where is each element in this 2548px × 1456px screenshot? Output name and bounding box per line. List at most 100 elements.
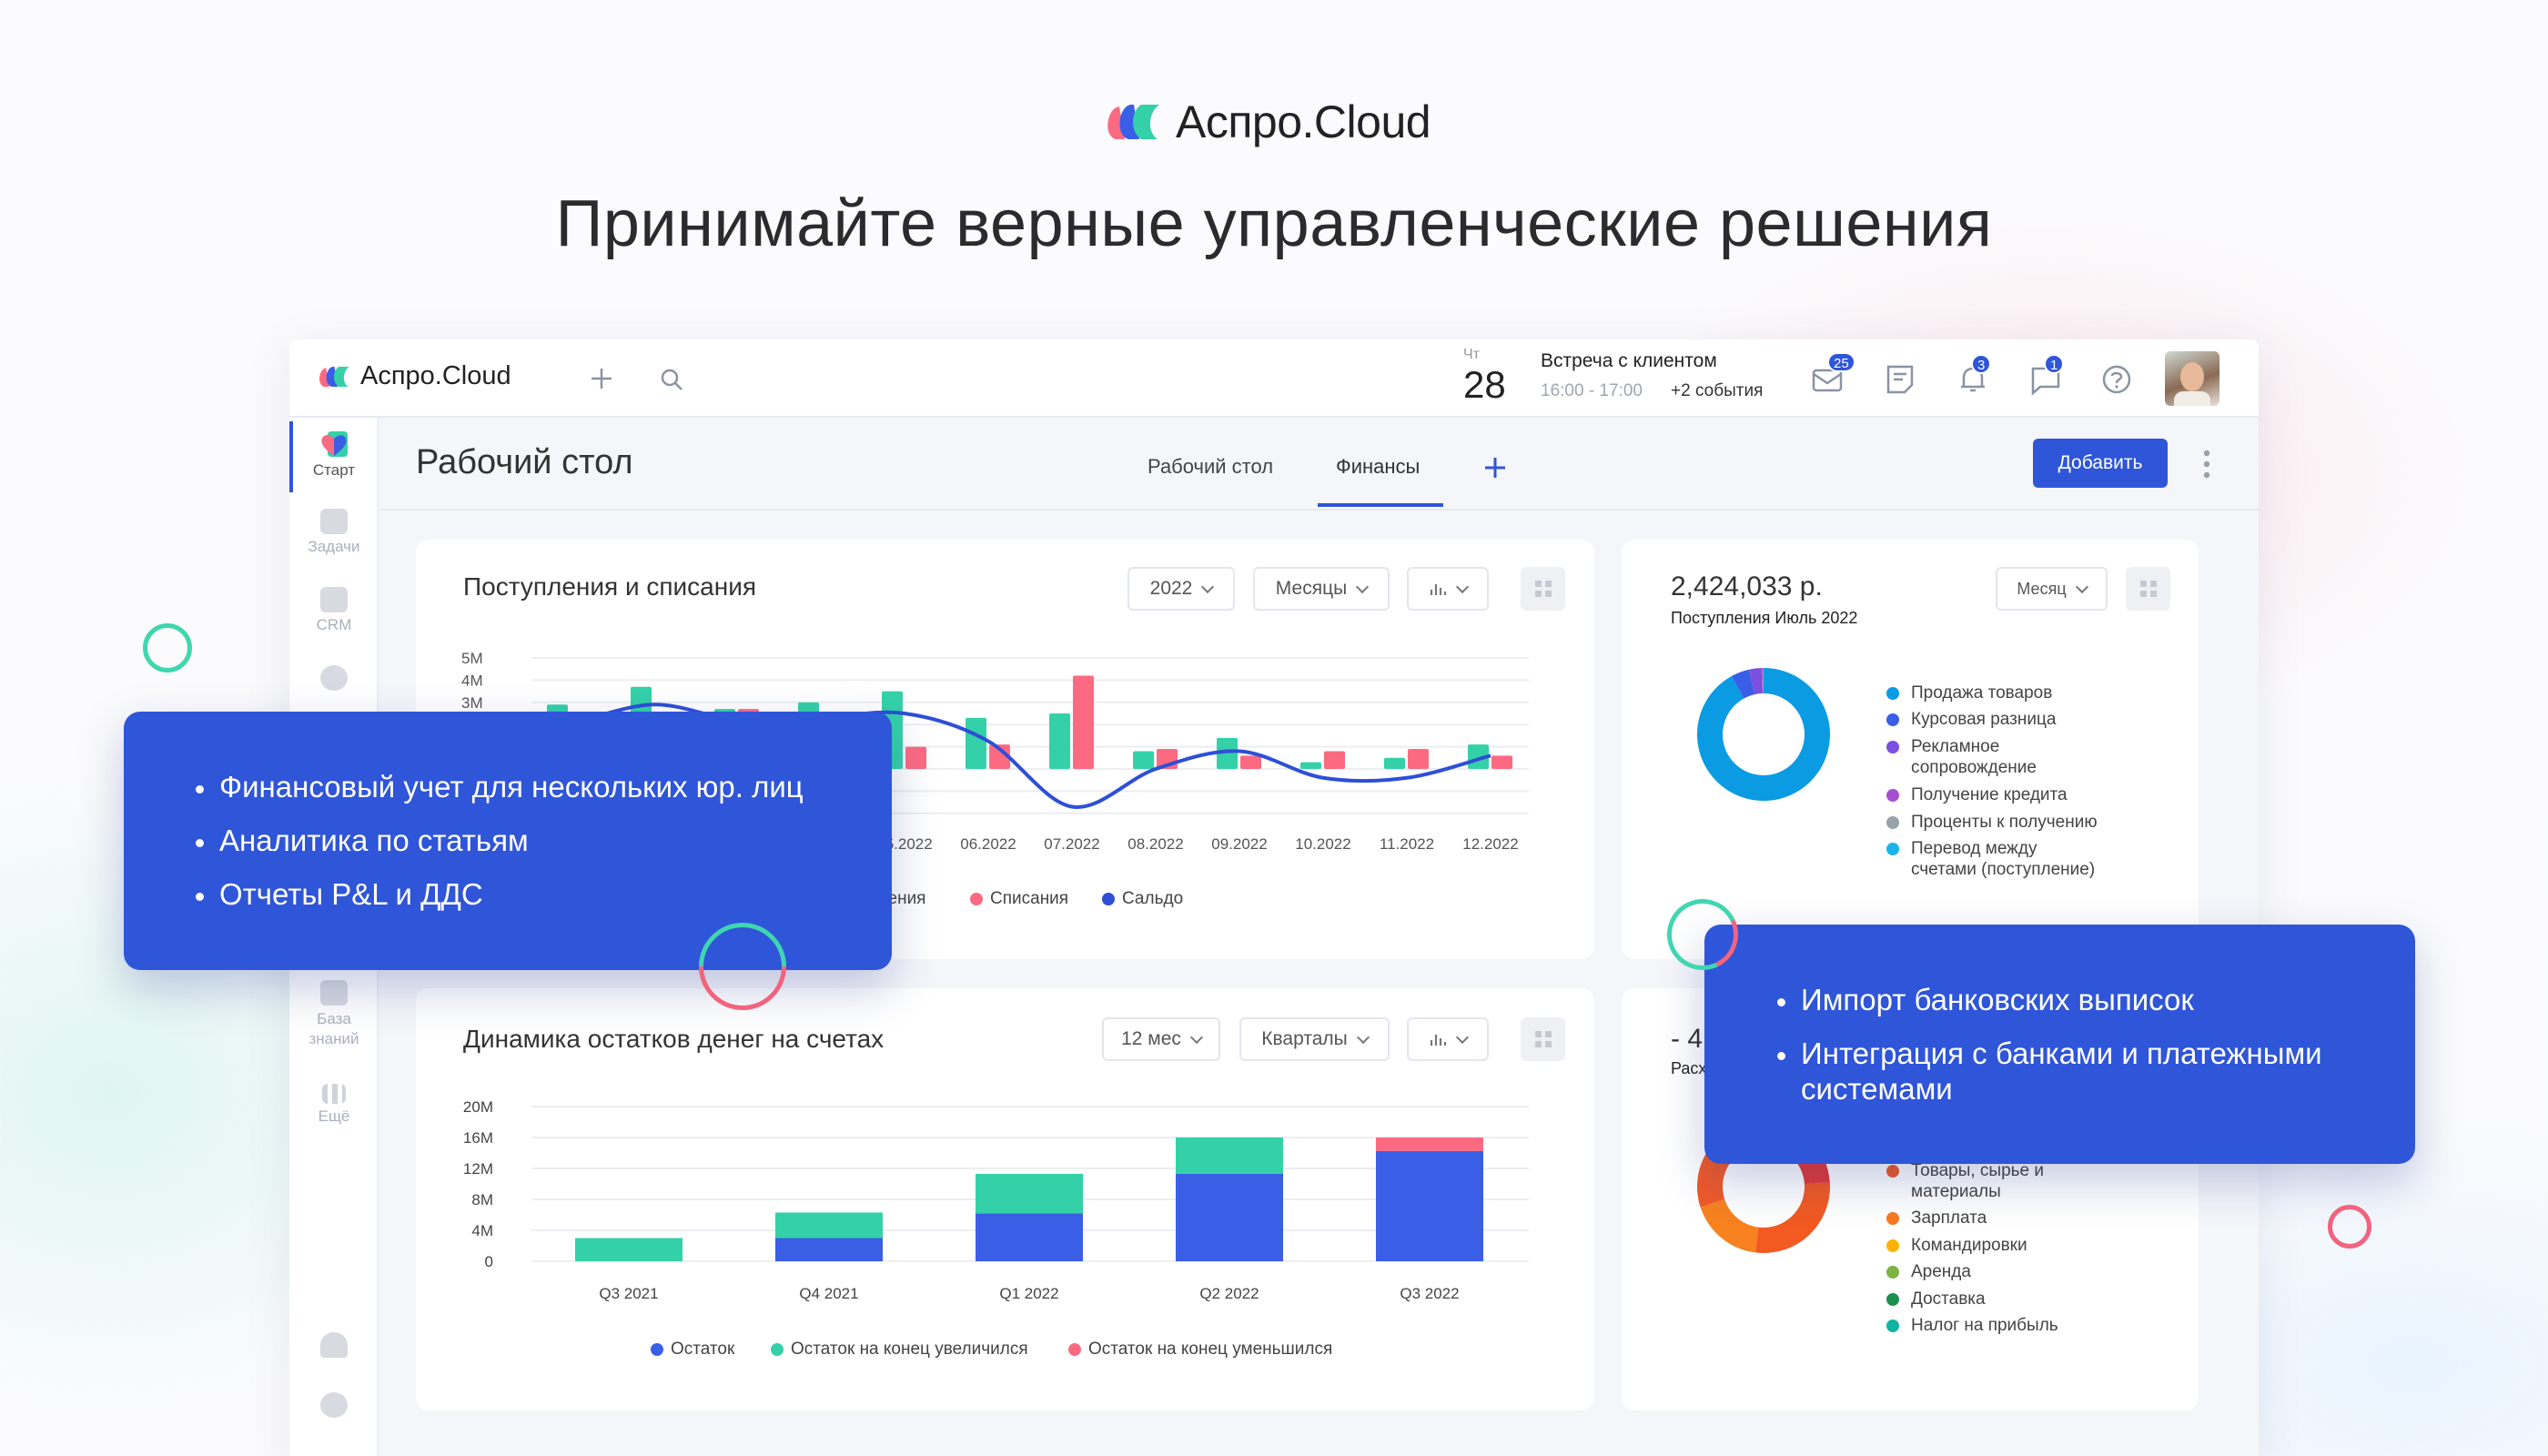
event-title[interactable]: Встреча с клиентом <box>1541 350 1717 371</box>
y-tick-label: 8M <box>471 1191 493 1208</box>
stacked-bar-segment <box>1176 1138 1283 1174</box>
mail-button[interactable]: 25 <box>1811 352 1855 396</box>
chart-type-select[interactable] <box>1407 1017 1489 1061</box>
stacked-bar-segment <box>775 1238 883 1261</box>
help-icon[interactable] <box>2100 363 2133 396</box>
legend-expense[interactable]: Списания <box>970 889 1068 909</box>
year-select[interactable]: 2022 <box>1127 567 1235 611</box>
notifications-button[interactable]: 3 <box>1956 354 1992 396</box>
expense-bar <box>1324 751 1345 769</box>
y-tick-label: 4M <box>471 1222 493 1239</box>
donut-legend-item[interactable]: Товары, сырье и материалы <box>1886 1160 2143 1202</box>
donut-legend-item[interactable]: Продажа товаров <box>1886 682 2143 703</box>
income-amount: 2,424,033 р. <box>1671 571 1823 602</box>
messages-button[interactable]: 1 <box>2029 354 2065 396</box>
stacked-bar-segment <box>976 1213 1083 1261</box>
donut-legend-item[interactable]: Аренда <box>1886 1261 2143 1282</box>
event-more-link[interactable]: +2 события <box>1671 381 1764 400</box>
period-value: Месяцы <box>1275 578 1348 599</box>
tab-desktop[interactable]: Рабочий стол <box>1148 455 1274 478</box>
legend-dot <box>1068 1343 1081 1356</box>
app-logo[interactable]: Аспро.Cloud <box>317 361 511 391</box>
messages-badge: 1 <box>2044 354 2065 374</box>
app-logo-text: Аспро.Cloud <box>360 361 511 390</box>
donut-legend-item[interactable]: Доставка <box>1886 1289 2143 1309</box>
y-tick-label: 16M <box>463 1129 493 1147</box>
donut-legend-item[interactable]: Рекламное сопровождение <box>1886 736 2143 778</box>
period-select[interactable]: Месяцы <box>1253 567 1390 611</box>
donut-legend-item[interactable]: Зарплата <box>1886 1208 2143 1228</box>
y-tick-label: 4M <box>461 672 483 689</box>
add-tab-icon[interactable] <box>1483 456 1507 480</box>
legend-label: Налог на прибыль <box>1911 1316 2058 1335</box>
donut-legend-item[interactable]: Проценты к получению <box>1886 812 2143 833</box>
active-indicator <box>289 421 293 492</box>
stacked-bar-segment <box>575 1238 682 1261</box>
expense-bar <box>1408 749 1429 769</box>
feature-bullet: Отчеты P&L и ДДС <box>196 877 483 911</box>
x-tick-label: 10.2022 <box>1295 835 1350 853</box>
top-header: Аспро.Cloud Чт 28 Встреча с клиентом 16:… <box>289 339 2259 418</box>
sidebar-item-tasks[interactable]: Задачи <box>289 509 379 556</box>
kebab-menu-icon[interactable] <box>2200 449 2213 480</box>
legend-balance-increase[interactable]: Остаток на конец увеличился <box>771 1340 1028 1360</box>
donut-legend-item[interactable]: Налог на прибыль <box>1886 1315 2143 1336</box>
donut-legend-item[interactable]: Получение кредита <box>1886 784 2143 805</box>
user-avatar[interactable] <box>2165 351 2219 406</box>
sidebar-item-more[interactable]: Ещё <box>289 1084 379 1126</box>
period-value: Месяц <box>2017 579 2067 598</box>
donut-legend-item[interactable]: Перевод между счетами (поступление) <box>1886 838 2143 880</box>
x-tick-label: 08.2022 <box>1127 835 1183 853</box>
legend-balance-remain[interactable]: Остаток <box>651 1340 734 1360</box>
chevron-down-icon <box>1356 580 1370 593</box>
grid-icon <box>322 1084 346 1104</box>
feature-bullet: Финансовый учет для нескольких юр. лиц <box>196 770 804 804</box>
period-select[interactable]: Месяц <box>1996 567 2108 611</box>
chart-type-select[interactable] <box>1407 567 1489 611</box>
add-button[interactable]: Добавить <box>2033 439 2168 488</box>
legend-dot <box>1886 1212 1899 1225</box>
sidebar-item-other[interactable] <box>289 665 379 694</box>
range-select[interactable]: 12 мес <box>1102 1017 1220 1061</box>
active-tab-underline <box>1318 503 1443 507</box>
legend-balance-decrease[interactable]: Остаток на конец уменьшился <box>1068 1340 1332 1360</box>
donut-legend-item[interactable]: Курсовая разница <box>1886 709 2143 730</box>
donut-slice <box>1697 668 1830 801</box>
expense-bar <box>905 746 926 769</box>
drag-handle[interactable] <box>1521 567 1565 611</box>
legend-dot <box>1886 687 1899 700</box>
donut-legend-item[interactable]: Командировки <box>1886 1235 2143 1256</box>
x-tick-label: 11.2022 <box>1380 835 1434 853</box>
legend-balance[interactable]: Сальдо <box>1102 889 1183 909</box>
x-tick-label: Q3 2022 <box>1400 1285 1459 1302</box>
year-value: 2022 <box>1149 578 1193 599</box>
sidebar-item-integrations[interactable] <box>289 1332 379 1361</box>
legend-dot <box>771 1343 784 1356</box>
sidebar-item-knowledge[interactable]: База знаний <box>289 980 379 1049</box>
income-donut-chart <box>1697 668 1830 801</box>
legend-label: Получение кредита <box>1911 785 2068 804</box>
drag-handle[interactable] <box>2126 567 2170 611</box>
stacked-bar-segment <box>1376 1138 1483 1151</box>
sidebar-item-settings[interactable] <box>289 1392 379 1421</box>
income-bar <box>1384 757 1405 769</box>
headline: Принимайте верные управленческие решения <box>555 187 1993 260</box>
legend-dot <box>1886 1239 1899 1252</box>
search-icon[interactable] <box>659 367 684 392</box>
chevron-down-icon <box>1455 1030 1470 1044</box>
drag-handle[interactable] <box>1521 1017 1565 1061</box>
feature-bullet: Аналитика по статьям <box>196 824 529 857</box>
card-title: Поступления и списания <box>463 572 757 601</box>
decorative-ring <box>143 623 192 672</box>
donut-slice <box>1700 1198 1759 1253</box>
period-select[interactable]: Кварталы <box>1239 1017 1390 1061</box>
y-tick-label: 5M <box>461 650 483 667</box>
tab-finance[interactable]: Финансы <box>1336 455 1421 478</box>
y-tick-label: 12M <box>463 1160 493 1178</box>
plus-icon[interactable] <box>590 367 613 390</box>
sidebar-item-crm[interactable]: CRM <box>289 587 379 634</box>
x-tick-label: 06.2022 <box>960 835 1016 853</box>
income-bar <box>1049 713 1070 769</box>
notes-icon[interactable] <box>1884 363 1916 396</box>
sidebar-item-start[interactable]: Старт <box>289 430 379 480</box>
